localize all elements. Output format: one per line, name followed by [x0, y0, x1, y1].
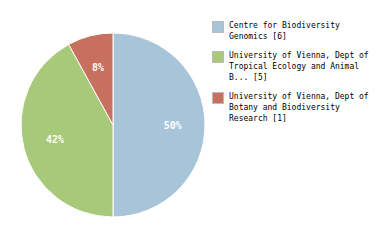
html-text:University of Vienna, Dept of: University of Vienna, Dept of Botany and…: [229, 92, 369, 123]
html-text:Centre for Biodiversity Genomi: Centre for Biodiversity Genomics [6]: [229, 21, 340, 41]
svg-text:8%: 8%: [92, 62, 104, 73]
html-text:University of Vienna, Dept of: University of Vienna, Dept of Tropical E…: [229, 51, 369, 82]
svg-text:42%: 42%: [46, 134, 64, 145]
svg-text:50%: 50%: [164, 120, 182, 131]
